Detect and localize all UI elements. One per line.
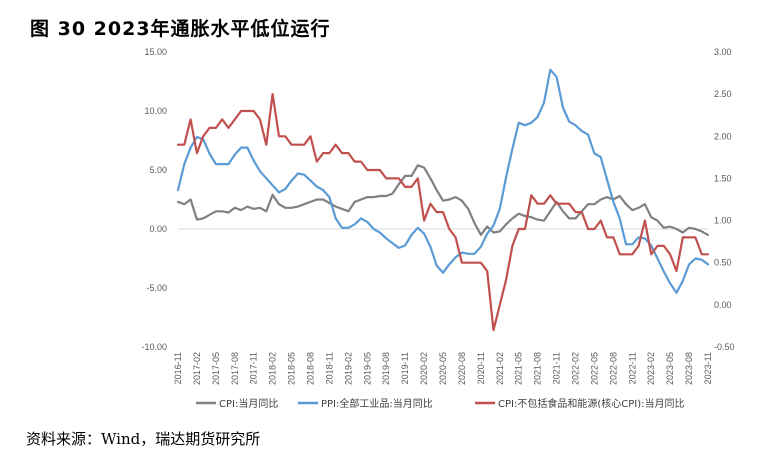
x-tick-label: 2021-08 [533,352,543,385]
x-tick-label: 2021-11 [552,352,562,384]
x-tick-label: 2019-11 [400,352,410,384]
x-tick-label: 2020-08 [457,352,467,385]
x-tick-label: 2021-02 [495,352,505,385]
x-tick-label: 2017-11 [249,352,259,384]
x-tick-label: 2019-02 [343,352,353,385]
source-note: 资料来源：Wind，瑞达期货研究所 [26,430,261,448]
x-tick-label: 2022-11 [627,352,637,384]
right-y-tick-label: 2.50 [714,89,732,99]
right-y-axis: 3.00 2.50 2.00 1.50 1.00 0.50 0.00 -0.50 [714,47,735,352]
right-y-tick-label: 1.50 [714,173,732,183]
x-tick-label: 2023-05 [665,352,675,385]
right-y-tick-label: -0.50 [714,342,735,352]
left-y-axis: 15.00 10.00 5.00 0.00 -5.00 -10.00 [141,47,167,352]
x-tick-label: 2017-02 [192,352,202,385]
x-tick-label: 2021-05 [514,352,524,385]
left-y-tick-label: -10.00 [141,342,167,352]
series-line-2 [176,68,710,294]
right-y-tick-label: 2.00 [714,131,732,141]
x-tick-label: 2023-08 [684,352,694,385]
right-y-tick-label: 0.50 [714,258,732,268]
series-line-3 [176,92,710,332]
x-tick-label: 2017-05 [211,352,221,385]
line-chart: 15.00 10.00 5.00 0.00 -5.00 -10.00 3.00 2.50 2.… [141,47,735,410]
right-y-tick-label: 0.00 [714,300,732,310]
series-line-1 [176,164,710,236]
x-axis: 2016-11 2017-02 2017-05 2017-08 2017-11 2018-… [173,352,713,385]
left-y-tick-label: 15.00 [144,47,167,57]
x-tick-label: 2020-11 [476,352,486,384]
x-tick-label: 2018-02 [268,352,278,385]
x-tick-label: 2019-08 [381,352,391,385]
figure-title: 图 30 2023年通胀水平低位运行 [30,18,331,40]
series-layer [176,68,710,332]
x-tick-label: 2022-02 [571,352,581,385]
x-tick-label: 2016-11 [173,352,183,384]
x-tick-label: 2019-05 [362,352,372,385]
x-tick-label: 2022-08 [608,352,618,385]
legend: CPI:当月同比 PPI:全部工业品:当月同比 CPI:不包括食品和能源(核心CPI… [196,397,684,410]
legend-label-2: PPI:全部工业品:当月同比 [321,397,433,410]
x-tick-label: 2018-11 [324,352,334,384]
x-tick-label: 2023-11 [703,352,713,384]
right-y-tick-label: 1.00 [714,216,732,226]
x-tick-label: 2018-08 [306,352,316,385]
right-y-tick-label: 3.00 [714,47,732,57]
x-tick-label: 2020-02 [419,352,429,385]
x-tick-label: 2022-05 [589,352,599,385]
x-tick-label: 2023-02 [646,352,656,385]
legend-label-1: CPI:当月同比 [219,397,278,410]
left-y-tick-label: -5.00 [146,283,167,293]
x-tick-label: 2017-08 [230,352,240,385]
left-y-tick-label: 10.00 [144,106,167,116]
legend-label-3: CPI:不包括食品和能源(核心CPI):当月同比 [498,397,684,410]
x-tick-label: 2018-05 [287,352,297,385]
left-y-tick-label: 0.00 [149,224,167,234]
left-y-tick-label: 5.00 [149,165,167,175]
x-tick-label: 2020-05 [438,352,448,385]
